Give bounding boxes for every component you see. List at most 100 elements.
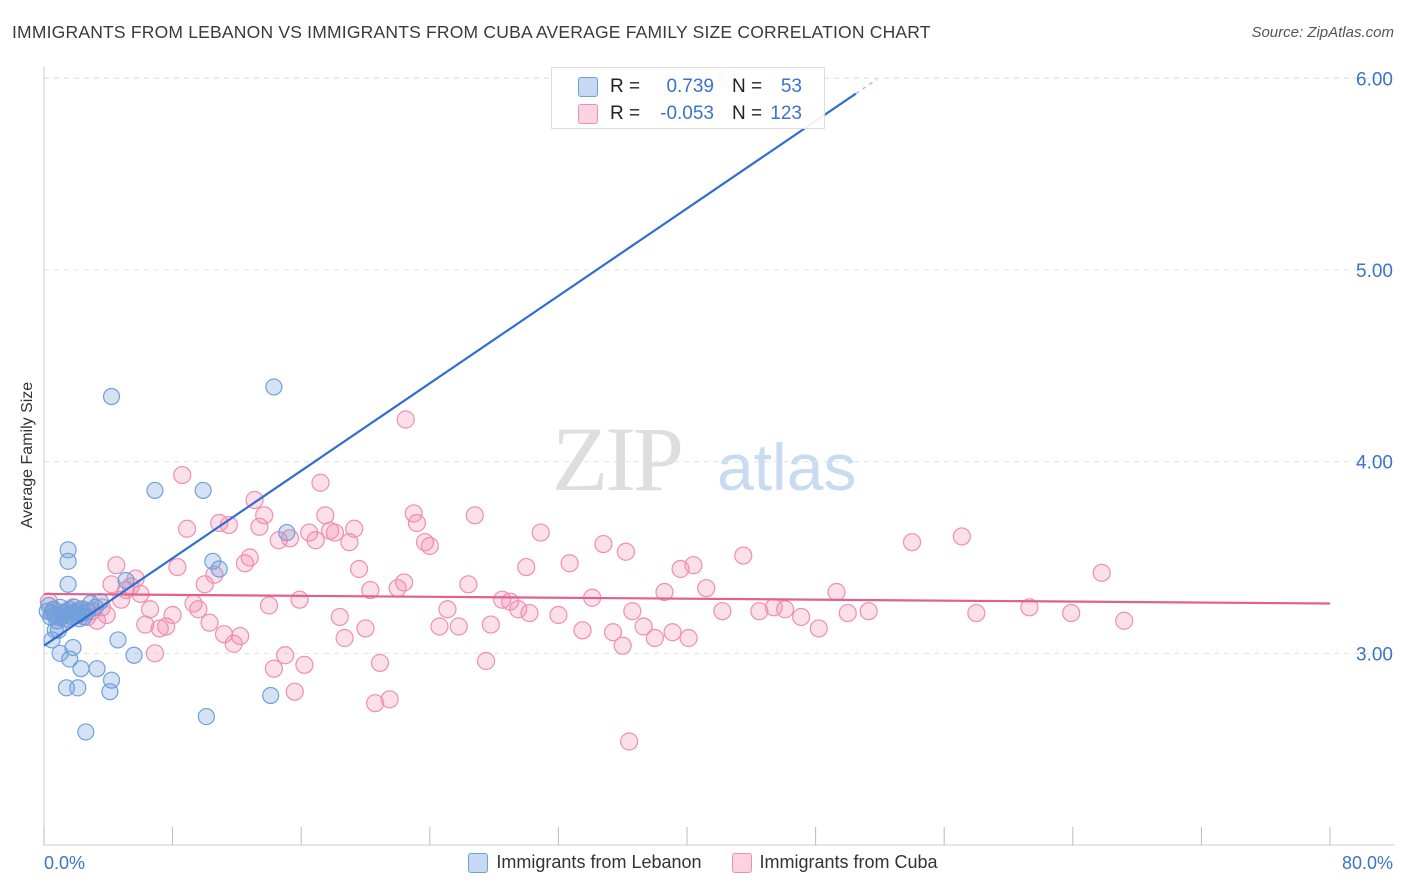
data-point-cuba	[380, 690, 399, 709]
data-point-cuba	[613, 636, 632, 655]
legend-swatch-lebanon	[468, 852, 489, 873]
stats-swatch-cuba	[578, 104, 598, 124]
data-point-cuba	[645, 628, 664, 648]
data-point-lebanon	[146, 481, 164, 500]
data-point-cuba	[952, 527, 971, 546]
data-point-cuba	[235, 554, 255, 573]
data-point-cuba	[420, 536, 439, 556]
data-point-cuba	[713, 602, 732, 621]
data-point-cuba	[335, 628, 354, 648]
y-axis-title: Average Family Size	[19, 381, 36, 529]
data-point-cuba	[449, 617, 468, 636]
data-point-cuba	[370, 653, 390, 673]
stats-row-cuba: R = -0.053 N = 123	[552, 101, 824, 127]
data-point-cuba	[634, 617, 653, 636]
data-point-cuba	[684, 556, 703, 575]
data-point-cuba	[214, 625, 234, 644]
stats-swatch-lebanon	[578, 77, 598, 97]
data-point-cuba	[366, 694, 385, 713]
data-point-cuba	[859, 602, 878, 621]
data-point-cuba	[517, 557, 536, 577]
data-point-cuba	[361, 580, 380, 600]
data-point-cuba	[356, 619, 375, 638]
data-point-lebanon	[102, 387, 121, 406]
data-point-cuba	[173, 465, 192, 485]
data-point-cuba	[168, 557, 187, 577]
trendline-lebanon	[43, 92, 857, 647]
data-point-cuba	[250, 517, 269, 536]
data-point-cuba	[107, 556, 126, 575]
data-point-cuba	[465, 506, 484, 525]
data-point-cuba	[509, 600, 528, 619]
data-point-cuba	[549, 605, 568, 625]
data-point-cuba	[775, 600, 795, 619]
data-point-cuba	[792, 607, 811, 627]
data-point-cuba	[1092, 563, 1111, 582]
watermark-zip: ZIP	[552, 408, 681, 510]
data-point-lebanon	[194, 481, 212, 500]
data-point-cuba	[734, 546, 753, 565]
data-point-cuba	[663, 623, 682, 642]
data-point-cuba	[340, 533, 359, 552]
data-point-cuba	[285, 682, 304, 701]
data-point-lebanon	[64, 638, 82, 657]
data-point-cuba	[1020, 598, 1039, 617]
data-point-cuba	[616, 542, 636, 561]
data-point-cuba	[407, 513, 427, 533]
data-point-cuba	[177, 519, 197, 538]
y-tick-label: 5.00	[1356, 261, 1393, 282]
data-point-cuba	[330, 607, 349, 627]
data-point-cuba	[520, 603, 539, 623]
legend-swatch-cuba	[731, 852, 752, 873]
y-tick-label: 6.00	[1356, 69, 1393, 90]
data-point-cuba	[459, 575, 478, 594]
source-label: Source: ZipAtlas.com	[1251, 24, 1394, 41]
data-point-cuba	[240, 548, 259, 567]
stats-r-label: R =	[610, 76, 641, 97]
lebanon-points	[38, 69, 736, 741]
legend-label-cuba: Immigrants from Cuba	[759, 852, 938, 872]
stats-n-value: 123	[770, 103, 802, 124]
watermark-atlas: atlas	[717, 430, 856, 504]
data-point-cuba	[189, 600, 208, 619]
stats-n-value: 53	[780, 76, 802, 97]
data-point-cuba	[476, 651, 496, 671]
data-point-cuba	[349, 559, 369, 579]
x-tick-label: 0.0%	[44, 853, 85, 873]
trendline-lebanon-extension	[855, 78, 878, 95]
data-point-cuba	[827, 582, 846, 602]
data-point-lebanon	[265, 378, 283, 396]
data-point-cuba	[679, 628, 698, 648]
data-point-lebanon	[77, 723, 95, 741]
data-point-lebanon	[88, 660, 106, 678]
data-point-cuba	[276, 646, 295, 665]
legend-item-lebanon: Immigrants from Lebanon	[468, 852, 702, 873]
data-point-cuba	[967, 603, 986, 623]
data-point-cuba	[902, 533, 922, 552]
data-point-cuba	[306, 531, 325, 550]
data-point-lebanon	[197, 707, 215, 726]
data-point-cuba	[325, 523, 345, 542]
data-point-lebanon	[59, 575, 77, 593]
data-point-cuba	[1115, 611, 1134, 630]
data-point-cuba	[255, 506, 274, 525]
data-point-cuba	[150, 619, 169, 638]
data-point-cuba	[290, 590, 309, 609]
stats-n-label: N =	[732, 76, 763, 97]
data-point-cuba	[481, 615, 500, 634]
data-point-cuba	[620, 732, 639, 751]
data-point-cuba	[345, 519, 364, 538]
data-point-cuba	[404, 504, 423, 523]
data-point-lebanon	[262, 686, 280, 705]
data-point-cuba	[838, 603, 857, 623]
data-point-cuba	[316, 506, 335, 525]
data-point-cuba	[655, 582, 674, 602]
data-point-lebanon	[69, 679, 87, 697]
legend-item-cuba: Immigrants from Cuba	[731, 852, 938, 873]
data-point-cuba	[163, 605, 182, 625]
y-tick-label: 4.00	[1356, 453, 1393, 474]
x-tick-label: 80.0%	[1342, 853, 1393, 873]
stats-row-lebanon: R = 0.739 N = 53	[552, 74, 824, 100]
series-legend: Immigrants from Lebanon Immigrants from …	[0, 852, 1406, 873]
